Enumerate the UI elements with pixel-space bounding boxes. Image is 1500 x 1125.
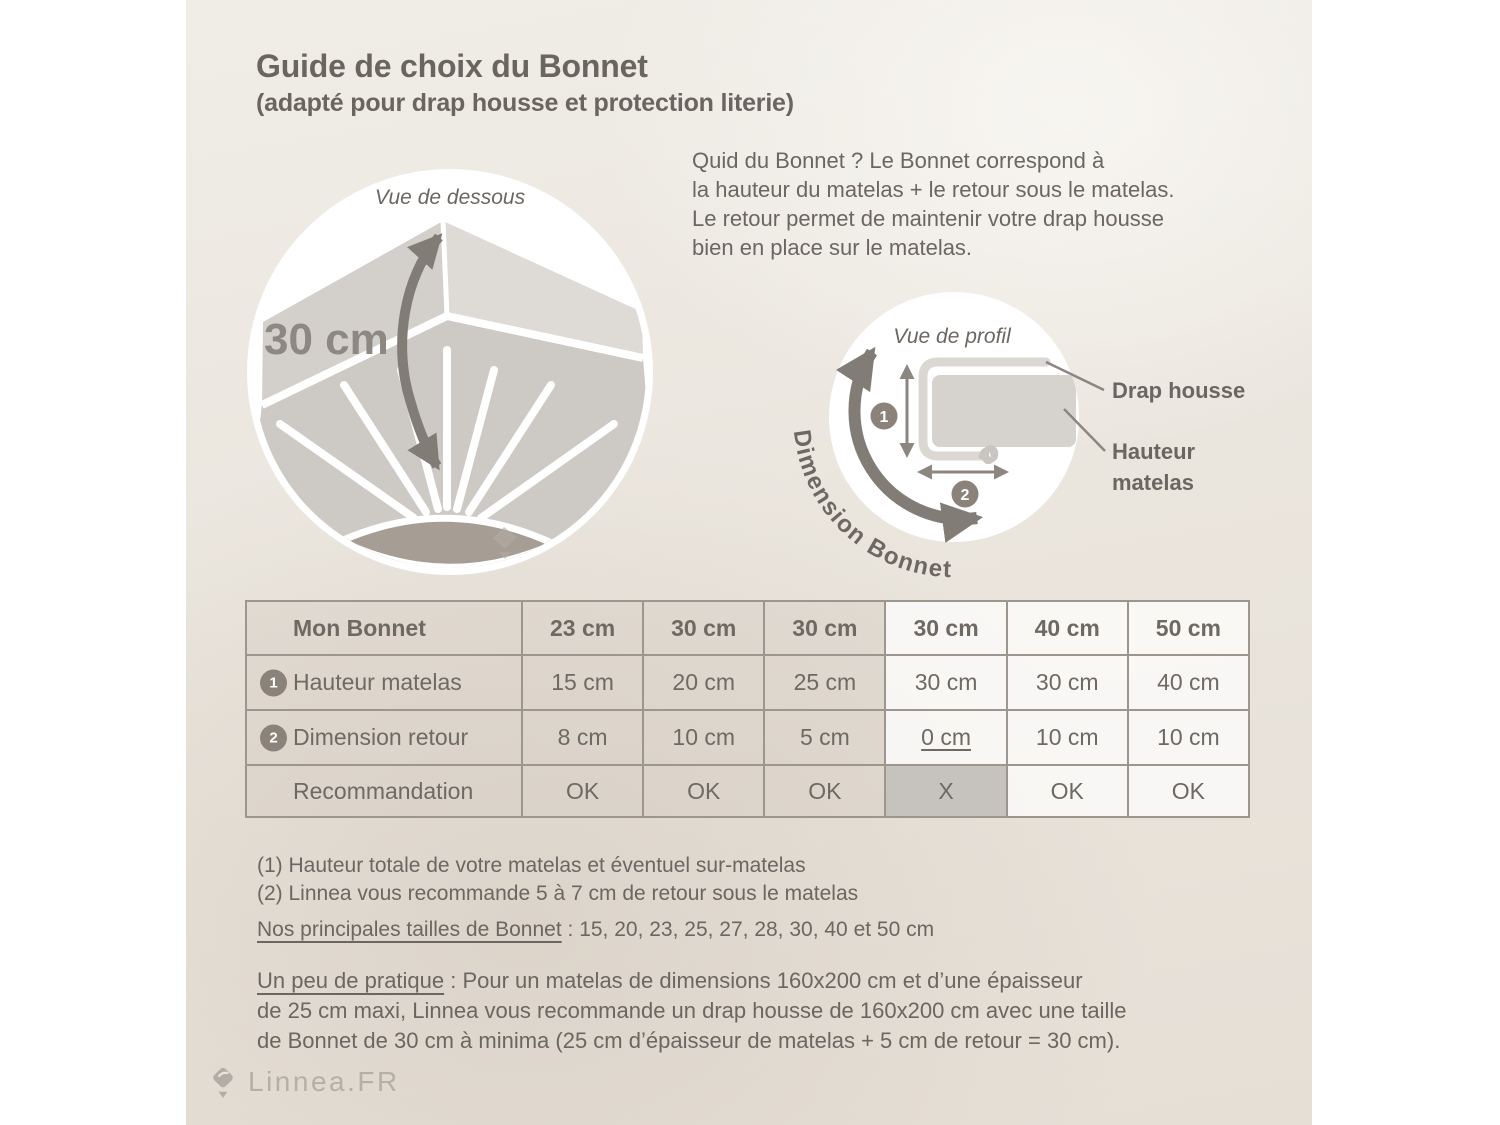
practice-paragraph: Un peu de pratique : Pour un matelas de …	[257, 966, 1127, 1056]
mattress-profile-rect	[932, 375, 1076, 447]
profile-view-illustration	[932, 375, 1076, 447]
bonnet-sizes-line: Nos principales tailles de Bonnet : 15, …	[257, 918, 934, 942]
bottom-view-caption: Vue de dessous	[375, 186, 526, 209]
lens-watermark-leaf-icon	[493, 527, 517, 559]
sizes-heading: Nos principales tailles de Bonnet	[257, 918, 562, 941]
table-cell: 15 cm	[521, 656, 643, 709]
step-2-badge: 2	[260, 724, 287, 751]
bonnet-depth-curved-arrow	[397, 233, 443, 471]
table-header-label: Mon Bonnet	[247, 602, 521, 654]
table-row-return-dimension: 2 Dimension retour 8 cm 10 cm 5 cm 0 cm …	[247, 709, 1248, 764]
header-cell: 30 cm	[642, 602, 764, 654]
svg-text:1: 1	[880, 409, 889, 426]
footnotes: (1) Hauteur totale de votre matelas et é…	[257, 852, 858, 908]
header-cell: 23 cm	[521, 602, 643, 654]
table-cell-underlined: 0 cm	[884, 711, 1006, 764]
table-cell: 5 cm	[763, 711, 885, 764]
practice-line: de Bonnet de 30 cm à minima (25 cm d’épa…	[257, 1028, 1121, 1053]
footnote-line: (2) Linnea vous recommande 5 à 7 cm de r…	[257, 882, 859, 905]
sheet-pointer-line	[1045, 360, 1105, 392]
row-label: Recommandation	[247, 766, 521, 816]
page-title: Guide de choix du Bonnet	[256, 48, 648, 84]
table-cell: OK	[521, 766, 643, 816]
header-cell: 30 cm	[763, 602, 885, 654]
intro-paragraph: Quid du Bonnet ? Le Bonnet correspond à …	[692, 146, 1174, 262]
table-cell: OK	[1126, 766, 1248, 816]
table-cell: 10 cm	[1005, 711, 1127, 764]
practice-line: de 25 cm maxi, Linnea vous recommande un…	[257, 998, 1127, 1023]
practice-line-text: : Pour un matelas de dimensions 160x200 …	[444, 968, 1083, 993]
table-cell: 10 cm	[642, 711, 764, 764]
step-1-badge: 1	[870, 402, 898, 430]
row-label-text: Recommandation	[293, 777, 474, 804]
corner-seam-line	[440, 220, 450, 317]
table-cell: 10 cm	[1126, 711, 1248, 764]
header-cell: 30 cm	[884, 602, 1006, 654]
svg-text:2: 2	[961, 487, 970, 504]
bottom-view-illustration	[254, 220, 646, 568]
step-1-badge: 1	[260, 669, 287, 696]
infographic-canvas: Vue de dessous 30 cm 1 2 Vue de profil D…	[186, 0, 1312, 1125]
leaf-icon	[213, 1067, 233, 1098]
sheet-label: Drap housse	[1112, 378, 1246, 403]
intro-line: Le retour permet de maintenir votre drap…	[692, 206, 1165, 231]
table-cell: 20 cm	[642, 656, 764, 709]
table-cell-rejected: X	[884, 766, 1006, 816]
row-label-text: Hauteur matelas	[293, 669, 462, 695]
step-2-badge: 2	[951, 480, 979, 508]
row-label: 2 Dimension retour	[247, 711, 521, 764]
table-cell: 30 cm	[1005, 656, 1127, 709]
footnote-line: (1) Hauteur totale de votre matelas et é…	[257, 854, 806, 877]
table-header-row: Mon Bonnet 23 cm 30 cm 30 cm 30 cm 40 cm…	[247, 602, 1248, 654]
table-cell: 8 cm	[521, 711, 643, 764]
bonnet-size-table: Mon Bonnet 23 cm 30 cm 30 cm 30 cm 40 cm…	[245, 600, 1250, 818]
dimension-bonnet-curved-arrow	[835, 346, 984, 543]
illustrations-layer: Vue de dessous 30 cm 1 2 Vue de profil D…	[247, 169, 1106, 583]
mattress-height-label: Hauteur matelas	[1112, 439, 1196, 495]
intro-line: Quid du Bonnet ? Le Bonnet correspond à	[692, 148, 1105, 173]
intro-line: la hauteur du matelas + le retour sous l…	[692, 177, 1175, 202]
sheet-elastic-squiggle	[978, 445, 999, 465]
table-cell: 25 cm	[763, 656, 885, 709]
mattress-pointer-line	[1063, 408, 1106, 452]
table-cell: OK	[763, 766, 885, 816]
row-label-text: Dimension retour	[293, 724, 469, 750]
header-cell: 40 cm	[1005, 602, 1127, 654]
linnea-logo: Linnea.FR	[208, 1064, 400, 1100]
sizes-values: : 15, 20, 23, 25, 27, 28, 30, 40 et 50 c…	[561, 918, 935, 941]
logo-text: Linnea.FR	[248, 1066, 400, 1097]
page-subtitle: (adapté pour drap housse et protection l…	[256, 89, 794, 117]
table-cell: 40 cm	[1126, 656, 1248, 709]
practice-heading: Un peu de pratique	[257, 968, 445, 993]
table-cell: 30 cm	[884, 656, 1006, 709]
table-row-recommendation: Recommandation OK OK OK X OK OK	[247, 764, 1248, 816]
bonnet-measurement-label: 30 cm	[264, 315, 389, 364]
profile-view-caption: Vue de profil	[893, 325, 1012, 348]
practice-line: Un peu de pratique : Pour un matelas de …	[257, 966, 1127, 996]
intro-line: bien en place sur le matelas.	[692, 235, 973, 260]
header-cell: 50 cm	[1126, 602, 1248, 654]
mattress-underside-left-panel	[262, 221, 447, 405]
table-cell: OK	[1005, 766, 1127, 816]
row-label: 1 Hauteur matelas	[247, 656, 521, 709]
table-cell: OK	[642, 766, 764, 816]
table-row-mattress-height: 1 Hauteur matelas 15 cm 20 cm 25 cm 30 c…	[247, 654, 1248, 709]
